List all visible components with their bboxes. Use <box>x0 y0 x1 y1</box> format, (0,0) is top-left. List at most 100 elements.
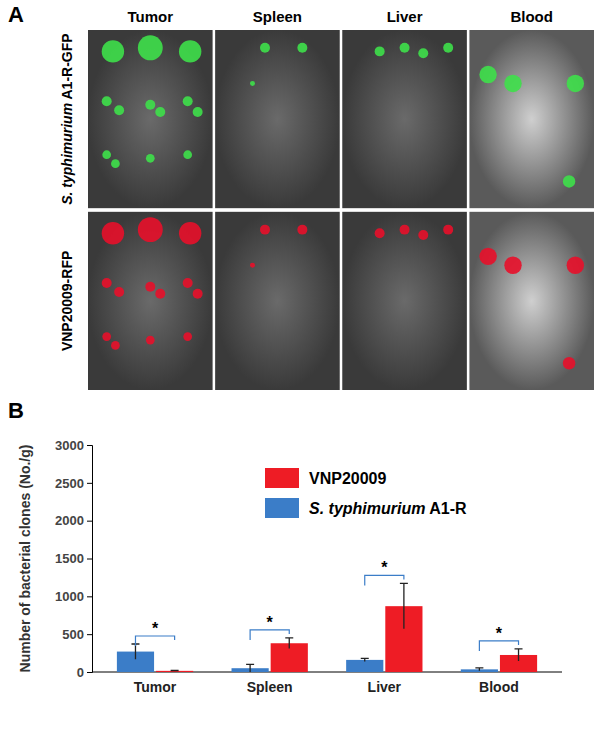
y-tick: 1000 <box>55 589 92 604</box>
y-tick-label: 1500 <box>55 551 84 566</box>
colony <box>193 107 203 117</box>
column-header: Spleen <box>253 8 302 25</box>
significance-bracket <box>250 630 289 640</box>
legend-item: VNP20009 <box>265 468 386 488</box>
colony <box>418 230 428 240</box>
colony <box>479 66 496 83</box>
significance-bracket <box>135 636 174 646</box>
colony <box>102 40 124 62</box>
x-tick: Tumor <box>134 672 177 695</box>
colony <box>250 263 255 268</box>
colony <box>567 257 584 274</box>
colony <box>567 75 584 92</box>
colony <box>102 278 112 288</box>
colony <box>114 287 124 297</box>
error-bar <box>131 644 139 659</box>
error-bar <box>400 583 408 628</box>
significance-label: * <box>267 614 274 631</box>
y-tick-mark <box>87 672 92 673</box>
error-bar <box>285 638 293 649</box>
legend-label: VNP20009 <box>309 470 386 487</box>
plate-image <box>215 30 340 208</box>
plate-image <box>469 212 594 390</box>
y-tick-mark <box>87 596 92 597</box>
legend-swatch <box>265 468 299 488</box>
y-tick: 2000 <box>55 513 92 528</box>
colony <box>183 332 192 341</box>
y-tick-label: 500 <box>62 627 84 642</box>
significance-label: * <box>381 559 388 576</box>
y-axis: 0 500 1000 1500 2000 2500 3000 <box>55 438 92 680</box>
y-tick-mark <box>87 634 92 635</box>
colony <box>504 75 521 92</box>
x-tick: Liver <box>368 672 402 695</box>
colony <box>504 257 521 274</box>
y-tick: 3000 <box>55 438 92 453</box>
colony <box>183 96 193 106</box>
error-bar <box>475 668 483 671</box>
plate-image <box>215 212 340 390</box>
colony <box>375 228 385 238</box>
y-tick: 500 <box>62 627 92 642</box>
colony <box>563 175 575 187</box>
colony <box>443 43 453 53</box>
colony <box>563 357 575 369</box>
colony <box>138 217 163 242</box>
y-tick: 0 <box>77 665 92 680</box>
y-tick-mark <box>87 483 92 484</box>
colony <box>443 225 453 235</box>
colony <box>146 154 155 163</box>
colony <box>138 35 163 60</box>
plate-image <box>342 30 467 208</box>
row-label: S. typhimurium A1-R-GFP <box>59 33 75 204</box>
colony <box>400 225 410 235</box>
y-tick-label: 0 <box>77 665 84 680</box>
significance-bracket <box>365 575 404 585</box>
bar <box>346 660 383 672</box>
significance-label: * <box>496 625 503 642</box>
colony <box>155 289 165 299</box>
significance-label: * <box>152 620 159 637</box>
row-label: VNP20009-RFP <box>59 251 75 351</box>
colony <box>111 341 120 350</box>
colony <box>297 225 307 235</box>
x-tick-label: Spleen <box>247 679 293 695</box>
colony <box>102 150 111 159</box>
colony <box>111 159 120 168</box>
colony <box>260 225 270 235</box>
plate-image <box>88 212 213 390</box>
y-tick-label: 2000 <box>55 513 84 528</box>
colony <box>179 40 201 62</box>
colony <box>260 43 270 53</box>
plate-image <box>88 30 213 208</box>
panel-label: B <box>8 398 24 423</box>
error-bar <box>515 649 523 661</box>
plot-area <box>117 583 537 672</box>
x-tick-label: Tumor <box>134 679 177 695</box>
x-axis: Tumor Spleen Liver Blood <box>92 672 562 695</box>
column-header: Tumor <box>128 8 174 25</box>
column-header: Blood <box>510 8 553 25</box>
y-axis-line <box>87 446 93 673</box>
colony <box>479 248 496 265</box>
colony <box>193 289 203 299</box>
y-tick: 2500 <box>55 475 92 490</box>
colony <box>179 222 201 244</box>
y-tick: 1500 <box>55 551 92 566</box>
colony <box>155 107 165 117</box>
legend: VNP20009 S. typhimurium A1-R <box>265 468 467 518</box>
colony <box>183 150 192 159</box>
colony <box>146 336 155 345</box>
y-tick-mark <box>87 559 92 560</box>
column-header: Liver <box>387 8 423 25</box>
x-tick: Blood <box>479 672 519 695</box>
error-bar <box>361 658 369 661</box>
colony <box>102 96 112 106</box>
significance-bracket <box>479 641 518 651</box>
colony <box>297 43 307 53</box>
plate-image <box>469 30 594 208</box>
legend-item: S. typhimurium A1-R <box>265 498 467 518</box>
figure: ATumorSpleenLiverBloodS. typhimurium A1-… <box>0 0 600 748</box>
error-bar <box>171 670 179 672</box>
colony <box>145 282 155 292</box>
